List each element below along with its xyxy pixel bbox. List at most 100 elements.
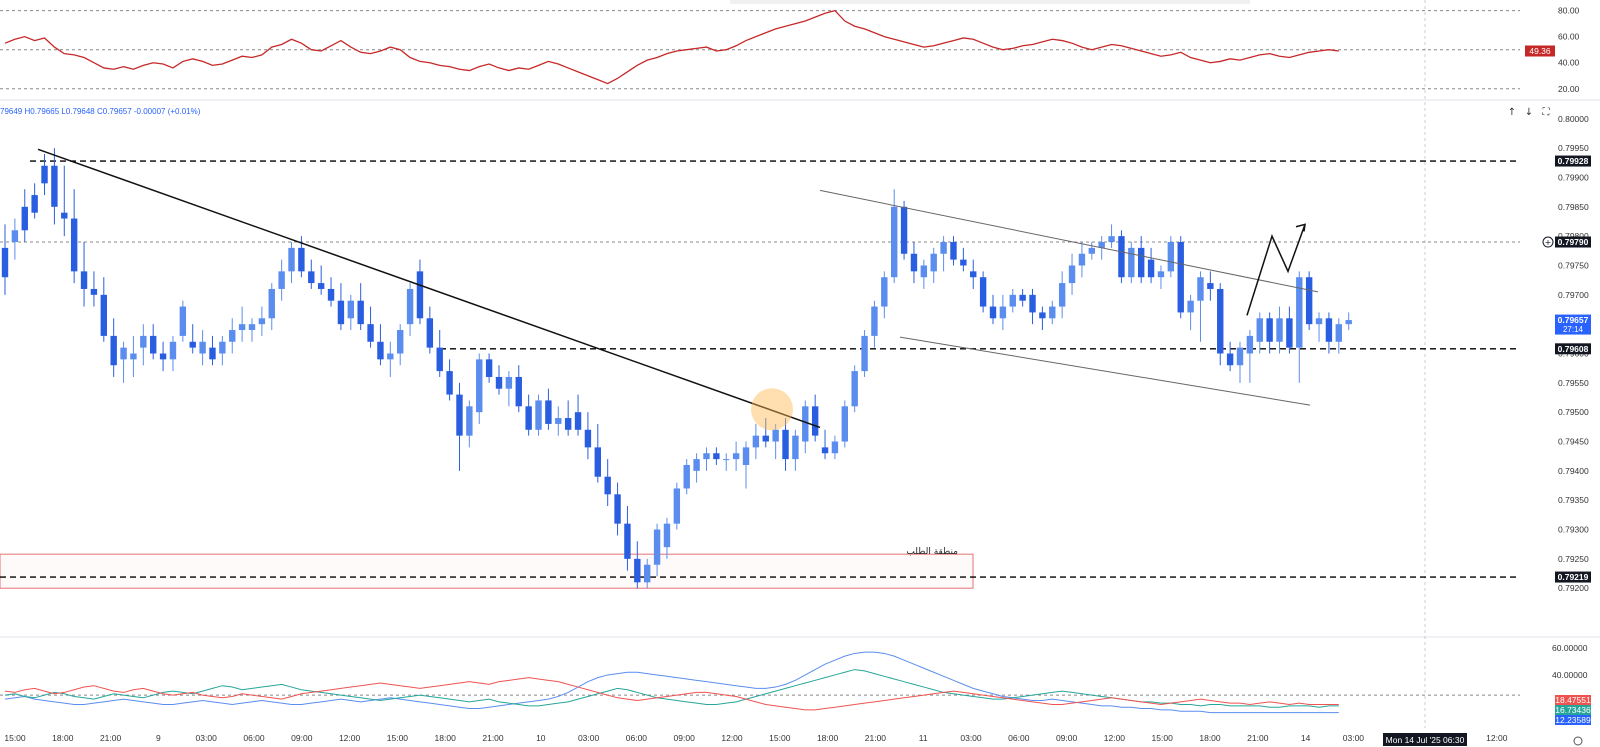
candle-body — [189, 341, 196, 348]
candle-body — [238, 324, 246, 331]
price-tick-label: 0.79200 — [1558, 583, 1589, 593]
demand-zone-label: منطقة الطلب — [906, 547, 958, 557]
time-axis-tick-label: 15:00 — [4, 733, 26, 743]
candle-body — [1315, 318, 1323, 325]
price-axis-label-bg — [1555, 314, 1591, 335]
price-axis-label: 0.79790 — [1558, 237, 1589, 247]
price-tick-label: 0.79550 — [1558, 378, 1589, 388]
candle-body — [456, 394, 463, 436]
candle-body — [811, 406, 819, 436]
price-axis-label-bg — [1555, 571, 1591, 583]
candle-body — [979, 277, 987, 307]
candle-body — [653, 529, 661, 565]
candle-body — [446, 371, 453, 395]
candle-body — [1197, 277, 1204, 301]
candle-body — [367, 324, 374, 342]
candle-body — [1108, 236, 1115, 243]
time-axis-tick-label: 06:00 — [626, 733, 648, 743]
time-axis-tick-label: 10 — [536, 733, 546, 743]
time-axis-tick-label: 15:00 — [1152, 733, 1174, 743]
candle-body — [229, 330, 236, 342]
candle-body — [485, 359, 493, 377]
candle-body — [989, 306, 997, 319]
candle-body — [21, 206, 28, 231]
candle-body — [219, 341, 226, 354]
scroll-down-icon[interactable]: ↓ — [1524, 107, 1534, 118]
price-axis-label: 0.79928 — [1558, 156, 1589, 166]
time-axis-tick-label: 21:00 — [865, 733, 887, 743]
candle-body — [80, 271, 88, 289]
time-axis-tick-label: 21:00 — [1247, 733, 1269, 743]
candle-body — [1147, 259, 1155, 278]
candle-body — [466, 406, 473, 436]
projection-arrow-path — [1246, 224, 1306, 316]
candle-body — [1345, 320, 1352, 325]
channel-upper-line — [819, 189, 1319, 293]
candle-body — [406, 288, 414, 325]
candle-body — [821, 447, 829, 454]
candle-body — [1276, 318, 1283, 342]
candle-body — [1078, 253, 1086, 266]
candle-body — [120, 347, 127, 360]
time-axis-tick-label: 18:00 — [52, 733, 74, 743]
candle-body — [209, 347, 216, 360]
candle-body — [70, 218, 78, 272]
candle-body — [742, 447, 750, 465]
price-tick-label: 0.79700 — [1558, 290, 1589, 300]
fullscreen-icon[interactable]: ⛶ — [1542, 107, 1550, 118]
time-axis-tick-label: 12:00 — [721, 733, 743, 743]
scroll-up-icon[interactable]: ↑ — [1507, 107, 1517, 118]
candle-body — [298, 247, 305, 272]
time-axis-tick-label: 09:00 — [1056, 733, 1078, 743]
time-axis-tick-label: 03:00 — [960, 733, 982, 743]
breakout-highlight-circle — [751, 388, 793, 431]
downtrend-line — [37, 148, 821, 429]
candle-body — [723, 459, 730, 461]
candle-body — [1177, 242, 1184, 313]
candle-body — [1305, 277, 1313, 325]
candle-body — [762, 435, 769, 442]
candle-body — [169, 341, 177, 360]
channel-lower-line — [899, 336, 1311, 406]
candle-body — [920, 265, 928, 278]
candle-body — [545, 400, 552, 424]
candle-body — [1236, 347, 1244, 366]
candle-body — [683, 464, 690, 489]
candle-body — [1286, 318, 1293, 348]
price-axis-label: 0.79657 — [1558, 315, 1589, 325]
time-axis-tick-label: 21:00 — [482, 733, 504, 743]
candle-body — [1098, 242, 1105, 248]
candle-body — [713, 453, 720, 460]
price-tick-label: 0.79450 — [1558, 437, 1589, 447]
oscillator-tick-label: 60.00 — [1558, 32, 1580, 42]
candle-body — [51, 165, 58, 207]
candle-body — [159, 353, 167, 360]
indicator-last-value-badge — [1555, 695, 1591, 705]
top-scroll-area — [730, 0, 1250, 4]
candle-body — [930, 253, 937, 272]
candle-body — [772, 429, 779, 442]
candle-body — [11, 230, 19, 243]
candle-body — [564, 418, 572, 430]
candle-body — [940, 242, 947, 254]
crosshair-time-label-bg — [1383, 733, 1467, 746]
candle-body — [278, 271, 285, 289]
candle-body — [357, 300, 364, 325]
price-axis-label: 0.79608 — [1558, 344, 1589, 354]
price-tick-label: 0.79950 — [1558, 143, 1589, 153]
time-axis-tick-label: 18:00 — [817, 733, 839, 743]
candle-body — [624, 523, 631, 559]
oscillator-last-value-badge — [1525, 45, 1555, 57]
candle-body — [970, 271, 977, 278]
candle-body — [1068, 265, 1076, 284]
candle-body — [1335, 324, 1342, 342]
candle-body — [525, 406, 532, 430]
candle-body — [130, 353, 137, 360]
oscillator-panel: 80.00 60.00 40.00 20.00 49.36 — [0, 6, 1580, 94]
candle-body — [1019, 294, 1026, 301]
candle-body — [881, 277, 888, 307]
price-tick-label: 0.79500 — [1558, 407, 1589, 417]
add-alert-icon — [1542, 236, 1554, 248]
